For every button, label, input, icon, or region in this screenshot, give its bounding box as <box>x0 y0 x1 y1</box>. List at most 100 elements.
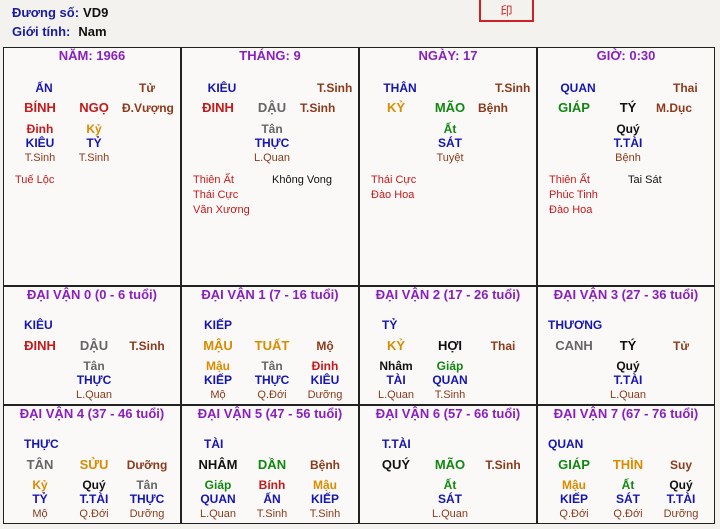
hidden-god: SÁT <box>616 492 640 506</box>
pillar-can-god: THÂN <box>383 81 417 95</box>
star-left: Đào Hoa <box>371 189 415 201</box>
hidden-stem: Tân <box>261 122 283 136</box>
pillar-title: GIỜ: 0:30 <box>596 48 656 63</box>
dai-van-cell: ĐẠI VẬN 3 (27 - 36 tuổi) THƯƠNG CANH TÝ Tử Qu… <box>537 286 715 405</box>
hidden-stage: Tuyệt <box>436 152 464 164</box>
dai-van-heaven-stem: TÂN <box>26 457 54 472</box>
hidden-stem: Quý <box>616 122 640 136</box>
hidden-god: KIẾP <box>559 492 589 506</box>
dai-van-earth-branch: DẦN <box>257 457 287 472</box>
pillar-top-right: Tử <box>139 81 156 95</box>
hidden-stem: Mậu <box>206 359 230 373</box>
dai-van-title: ĐẠI VẬN 2 (17 - 26 tuổi) <box>375 287 521 302</box>
hidden-stem: Ất <box>443 478 457 492</box>
hidden-stem: Quý <box>669 478 693 492</box>
dai-van-stage: Tử <box>672 339 690 353</box>
hidden-stem: Tân <box>261 359 283 373</box>
pillar-earth-branch: TÝ <box>619 100 637 115</box>
dai-van-stage: Thai <box>490 339 516 353</box>
pillar-can-god: QUAN <box>560 81 596 95</box>
dai-van-stage: T.Sinh <box>129 339 165 353</box>
dai-van-title: ĐẠI VẬN 3 (27 - 36 tuổi) <box>553 287 699 302</box>
pillar-title: NĂM: 1966 <box>58 48 126 63</box>
hidden-god: QUAN <box>432 373 468 387</box>
gioi-tinh-value: Nam <box>78 24 107 39</box>
pillar-can-god: KIÊU <box>207 81 237 95</box>
hidden-stage: Q.Đới <box>257 389 287 401</box>
hidden-god: THỰC <box>254 136 290 150</box>
hidden-god: TỶ <box>32 492 48 506</box>
pillar-heaven-stem: KỶ <box>386 100 406 115</box>
dai-van-can-god: KIẾP <box>204 318 233 332</box>
dai-van-heaven-stem: GIÁP <box>558 457 590 472</box>
star-left: Thiên Ất <box>193 174 234 186</box>
duong-so-label: Đương số: <box>12 5 80 20</box>
star-left: Thái Cực <box>371 174 417 186</box>
dai-van-cell: ĐẠI VẬN 6 (57 - 66 tuổi) T.TÀI QUÝ MÃO T.Sin… <box>359 405 537 524</box>
hidden-stem: Kỷ <box>32 478 48 492</box>
dai-van-title: ĐẠI VẬN 7 (67 - 76 tuổi) <box>553 406 699 421</box>
pillar-stage: Đ.Vượng <box>122 101 174 115</box>
dai-van-cell: ĐẠI VẬN 0 (0 - 6 tuổi) KIÊU ĐINH DẬU T.Sinh T… <box>3 286 181 405</box>
hidden-stem: Giáp <box>204 478 232 492</box>
dai-van-cell: ĐẠI VẬN 1 (7 - 16 tuổi) KIẾP MẬU TUẤT Mộ Mậu K… <box>181 286 359 405</box>
hidden-stem: Kỷ <box>86 122 102 136</box>
hidden-stem: Ất <box>443 122 457 136</box>
hidden-stage: L.Quan <box>199 508 237 520</box>
pillar-top-right: T.Sinh <box>317 81 353 95</box>
hidden-stage: Mộ <box>32 508 48 520</box>
pillar-stage: T.Sinh <box>300 101 336 115</box>
dai-van-cell: ĐẠI VẬN 7 (67 - 76 tuổi) QUAN GIÁP THÌN Suy M… <box>537 405 715 524</box>
hidden-god: KIÊU <box>25 136 55 150</box>
gioi-tinh-row: Giới tính: Nam <box>12 24 107 39</box>
dai-van-can-god: QUAN <box>548 437 584 451</box>
hidden-god: TỶ <box>86 136 102 150</box>
hidden-god: TÀI <box>386 373 406 387</box>
duong-so-row: Đương số: VD9 <box>12 5 108 20</box>
hidden-god: SÁT <box>438 492 462 506</box>
hidden-stage: Q.Đới <box>79 508 109 520</box>
hidden-stem: Đinh <box>311 359 339 373</box>
dai-van-earth-branch: MÃO <box>434 457 466 472</box>
pillar-stage: Bệnh <box>478 101 508 115</box>
star-left: Phúc Tinh <box>549 189 598 201</box>
dai-van-can-god: THỰC <box>24 437 59 451</box>
dai-van-heaven-stem: QUÝ <box>381 457 411 472</box>
hidden-stem: Mậu <box>562 478 586 492</box>
dai-van-title: ĐẠI VẬN 5 (47 - 56 tuổi) <box>197 406 343 421</box>
duong-so-value: VD9 <box>83 5 109 20</box>
pillar-top-right: Thai <box>673 81 698 95</box>
dai-van-title: ĐẠI VẬN 1 (7 - 16 tuổi) <box>201 287 339 302</box>
hidden-god: T.TÀI <box>613 373 643 387</box>
hidden-stage: Q.Đới <box>559 508 589 520</box>
dai-van-heaven-stem: ĐINH <box>24 338 56 353</box>
hidden-stem: Bính <box>258 478 286 492</box>
pillar-stage: M.Dục <box>656 101 692 115</box>
dai-van-cell: ĐẠI VẬN 5 (47 - 56 tuổi) TÀI NHÂM DẦN Bệnh Gi… <box>181 405 359 524</box>
hidden-god: THỰC <box>254 373 290 387</box>
hidden-stage: T.Sinh <box>434 389 466 401</box>
dai-van-earth-branch: TUẤT <box>254 338 290 353</box>
hidden-stage: T.Sinh <box>309 508 341 520</box>
dai-van-can-god: TỶ <box>382 318 398 332</box>
hidden-stage: L.Quan <box>609 389 647 401</box>
hidden-stage: L.Quan <box>377 389 415 401</box>
pillar-can-god: ẤN <box>35 81 53 95</box>
star-left: Tuế Lộc <box>15 174 55 186</box>
hidden-stem: Đinh <box>26 122 54 136</box>
star-left: Thái Cực <box>193 189 239 201</box>
hidden-stem: Mậu <box>313 478 337 492</box>
pillar-cell: THÁNG: 9 KIÊU T.Sinh ĐINH DẬU T.Sinh Tân THỰC L.… <box>181 47 359 286</box>
hidden-stem: Quý <box>616 359 640 373</box>
dai-van-heaven-stem: MẬU <box>203 338 233 353</box>
pillar-cell: NĂM: 1966 ẤN Tử BÍNH NGỌ Đ.Vượng Đinh KIÊU T.Sin… <box>3 47 181 286</box>
hidden-god: THỰC <box>129 492 165 506</box>
hidden-stage: L.Quan <box>75 389 113 401</box>
dai-van-earth-branch: SỬU <box>79 457 109 472</box>
hidden-god: KIÊU <box>310 373 340 387</box>
hidden-god: T.TÀI <box>666 492 696 506</box>
hidden-stage: Dưỡng <box>307 389 343 401</box>
hidden-god: ẤN <box>263 492 281 506</box>
hidden-god: KIẾP <box>203 373 233 387</box>
hidden-stage: Bệnh <box>615 152 641 164</box>
